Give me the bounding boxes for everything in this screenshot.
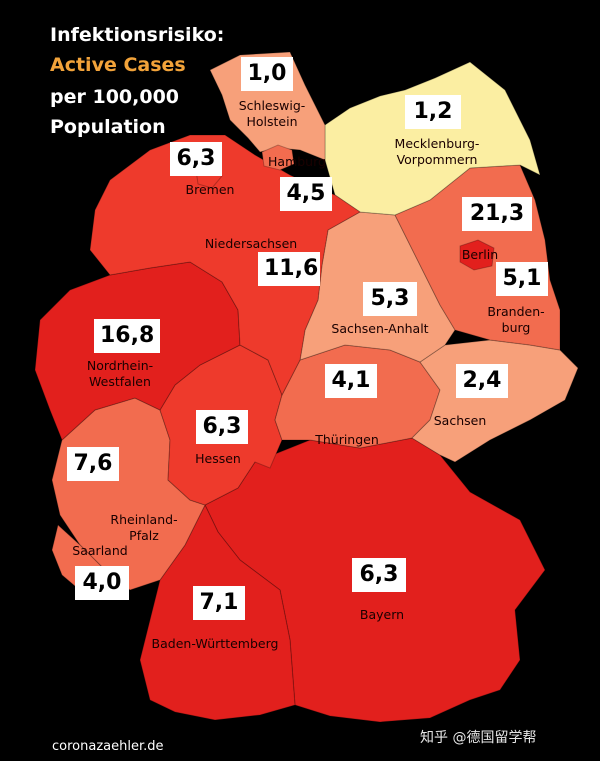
title-line-3: per 100,000 xyxy=(50,86,180,108)
region-sachsen xyxy=(411,339,579,463)
value-box-sachsen: 2,4 xyxy=(456,364,508,398)
value-box-thueringen: 4,1 xyxy=(325,364,377,398)
value-box-baden-wuerttemberg: 7,1 xyxy=(193,586,245,620)
value-box-schleswig-holstein: 1,0 xyxy=(241,57,293,91)
value-box-sachsen-anhalt: 5,3 xyxy=(363,282,417,316)
state-label-berlin: Berlin xyxy=(461,247,499,262)
state-label-thueringen: Thüringen xyxy=(315,432,379,447)
value-box-saarland: 4,0 xyxy=(75,566,129,600)
region-hamburg xyxy=(261,144,295,171)
value-box-hamburg: 4,5 xyxy=(280,177,332,211)
value-box-brandenburg: 5,1 xyxy=(496,262,548,296)
state-label-rheinland-pfalz: Rheinland- Pfalz xyxy=(110,512,178,543)
state-label-hessen: Hessen xyxy=(195,451,241,466)
value-box-mecklenburg-vorpommern: 1,2 xyxy=(405,95,461,129)
value-box-nordrhein-westfalen: 16,8 xyxy=(94,319,160,353)
value-box-rheinland-pfalz: 7,6 xyxy=(67,447,119,481)
state-label-bayern: Bayern xyxy=(359,607,405,622)
state-label-bremen: Bremen xyxy=(185,182,235,197)
state-label-mecklenburg-vorpommern: Mecklenburg- Vorpommern xyxy=(394,136,480,167)
state-label-schleswig-holstein: Schleswig- Holstein xyxy=(238,98,306,129)
title-line-1: Infektionsrisiko: xyxy=(50,24,225,46)
value-box-berlin: 21,3 xyxy=(462,197,532,231)
watermark: 知乎 @德国留学帮 xyxy=(420,730,537,746)
state-label-sachsen-anhalt: Sachsen-Anhalt xyxy=(331,321,429,336)
state-label-nordrhein-westfalen: Nordrhein- Westfalen xyxy=(86,358,154,389)
state-label-niedersachsen: Niedersachsen xyxy=(204,236,298,251)
value-box-hessen: 6,3 xyxy=(196,410,248,444)
title-line-2: Active Cases xyxy=(50,54,186,76)
value-box-bremen: 6,3 xyxy=(170,142,222,176)
state-label-saarland: Saarland xyxy=(72,543,128,558)
region-schleswig-holstein xyxy=(209,51,326,161)
state-label-baden-wuerttemberg: Baden-Württemberg xyxy=(151,636,279,651)
state-label-hamburg: Hamburg xyxy=(268,154,326,169)
value-box-niedersachsen: 11,6 xyxy=(258,252,320,286)
title-line-4: Population xyxy=(50,116,166,138)
region-berlin xyxy=(459,239,495,271)
value-box-bayern: 6,3 xyxy=(352,558,406,592)
state-label-sachsen: Sachsen xyxy=(433,413,487,428)
source-credit: coronazaehler.de xyxy=(52,739,164,754)
state-label-brandenburg: Branden- burg xyxy=(487,304,545,335)
